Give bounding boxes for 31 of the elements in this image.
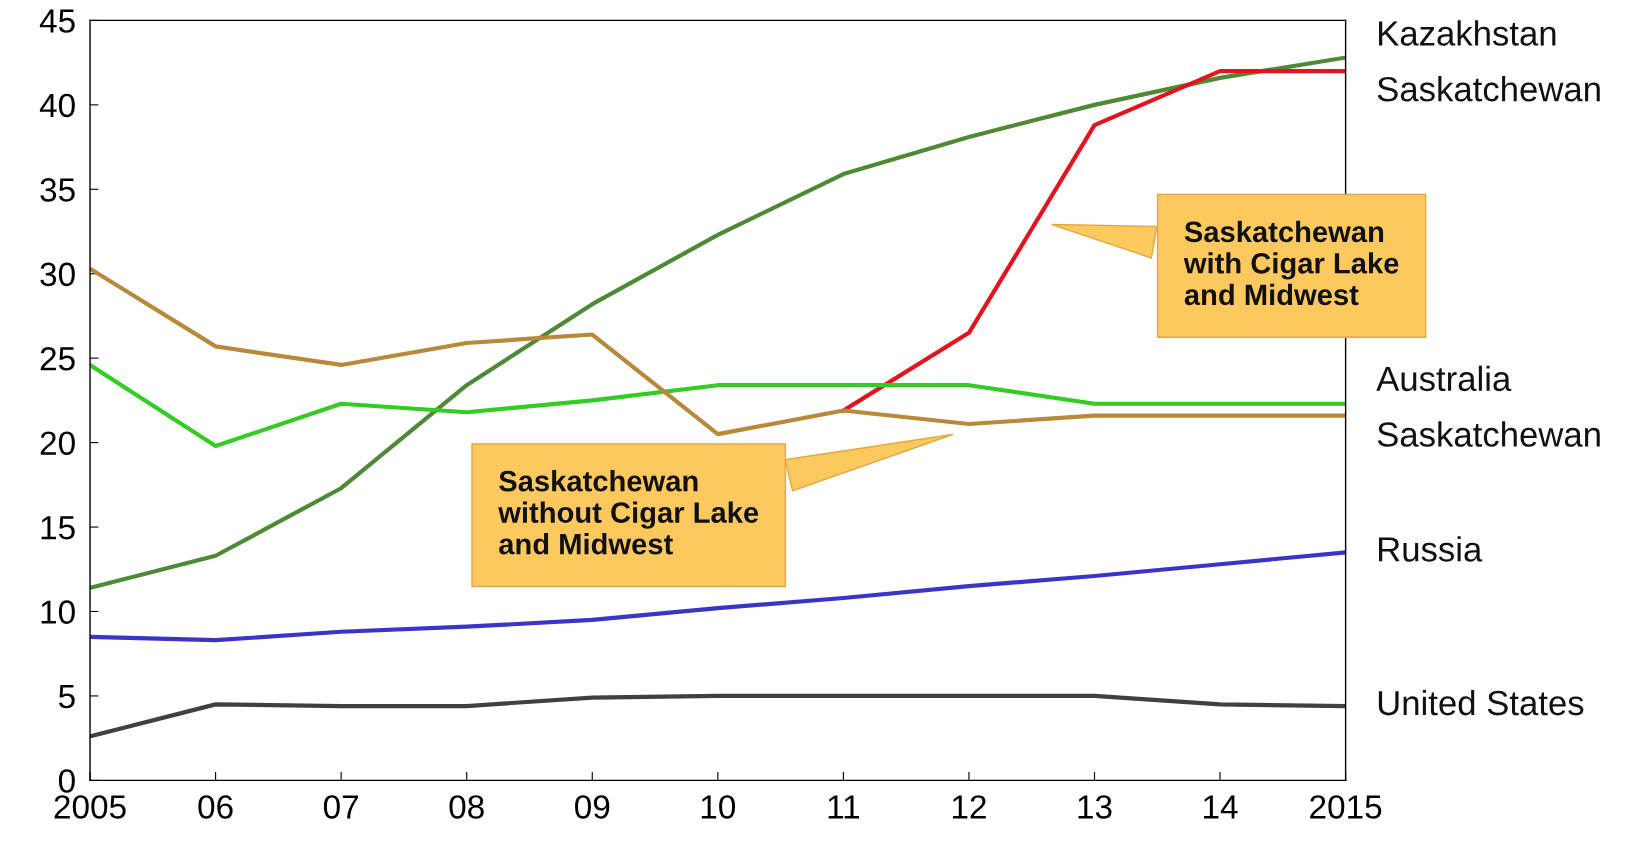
y-tick-label: 20 [40, 431, 75, 456]
series-label: Australia [1376, 365, 1512, 392]
line-series [90, 362, 1346, 449]
x-tick-label: 12 [952, 795, 986, 819]
x-tick-label: 2005 [54, 795, 126, 819]
x-tick-label: 2015 [1310, 795, 1382, 819]
y-tick-label: 45 [39, 9, 75, 33]
series-label: Russia [1379, 536, 1483, 562]
y-tick-label: 10 [41, 600, 75, 624]
x-tick-label: 07 [323, 795, 359, 819]
x-tick-label: 10 [701, 795, 736, 819]
x-tick-label: 06 [198, 795, 233, 819]
annotation: Saskatchewan without Cigar Lake and Midwest [498, 470, 759, 555]
y-tick-label: 15 [41, 516, 75, 540]
series-label: United States [1378, 689, 1584, 716]
y-tick-label: 25 [40, 346, 75, 371]
y-tick-label: 35 [40, 178, 75, 202]
x-tick-label: 09 [575, 795, 610, 819]
y-tick-label: 0 [58, 769, 75, 793]
series-label: Saskatchewan [1377, 76, 1600, 102]
x-tick-label: 14 [1204, 795, 1238, 819]
x-tick-label: 13 [1078, 795, 1112, 819]
x-tick-label: 08 [449, 795, 484, 819]
line-series [90, 693, 1346, 739]
y-tick-label: 40 [39, 93, 75, 118]
series-label: Kazakhstan [1379, 20, 1556, 46]
y-tick-label: 30 [40, 262, 75, 287]
x-tick-label: 11 [828, 795, 860, 819]
annotation: Saskatchewan with Cigar Lake and Midwest [1183, 220, 1399, 306]
series-label: Saskatchewan [1377, 421, 1600, 447]
y-tick-label: 5 [58, 685, 75, 709]
